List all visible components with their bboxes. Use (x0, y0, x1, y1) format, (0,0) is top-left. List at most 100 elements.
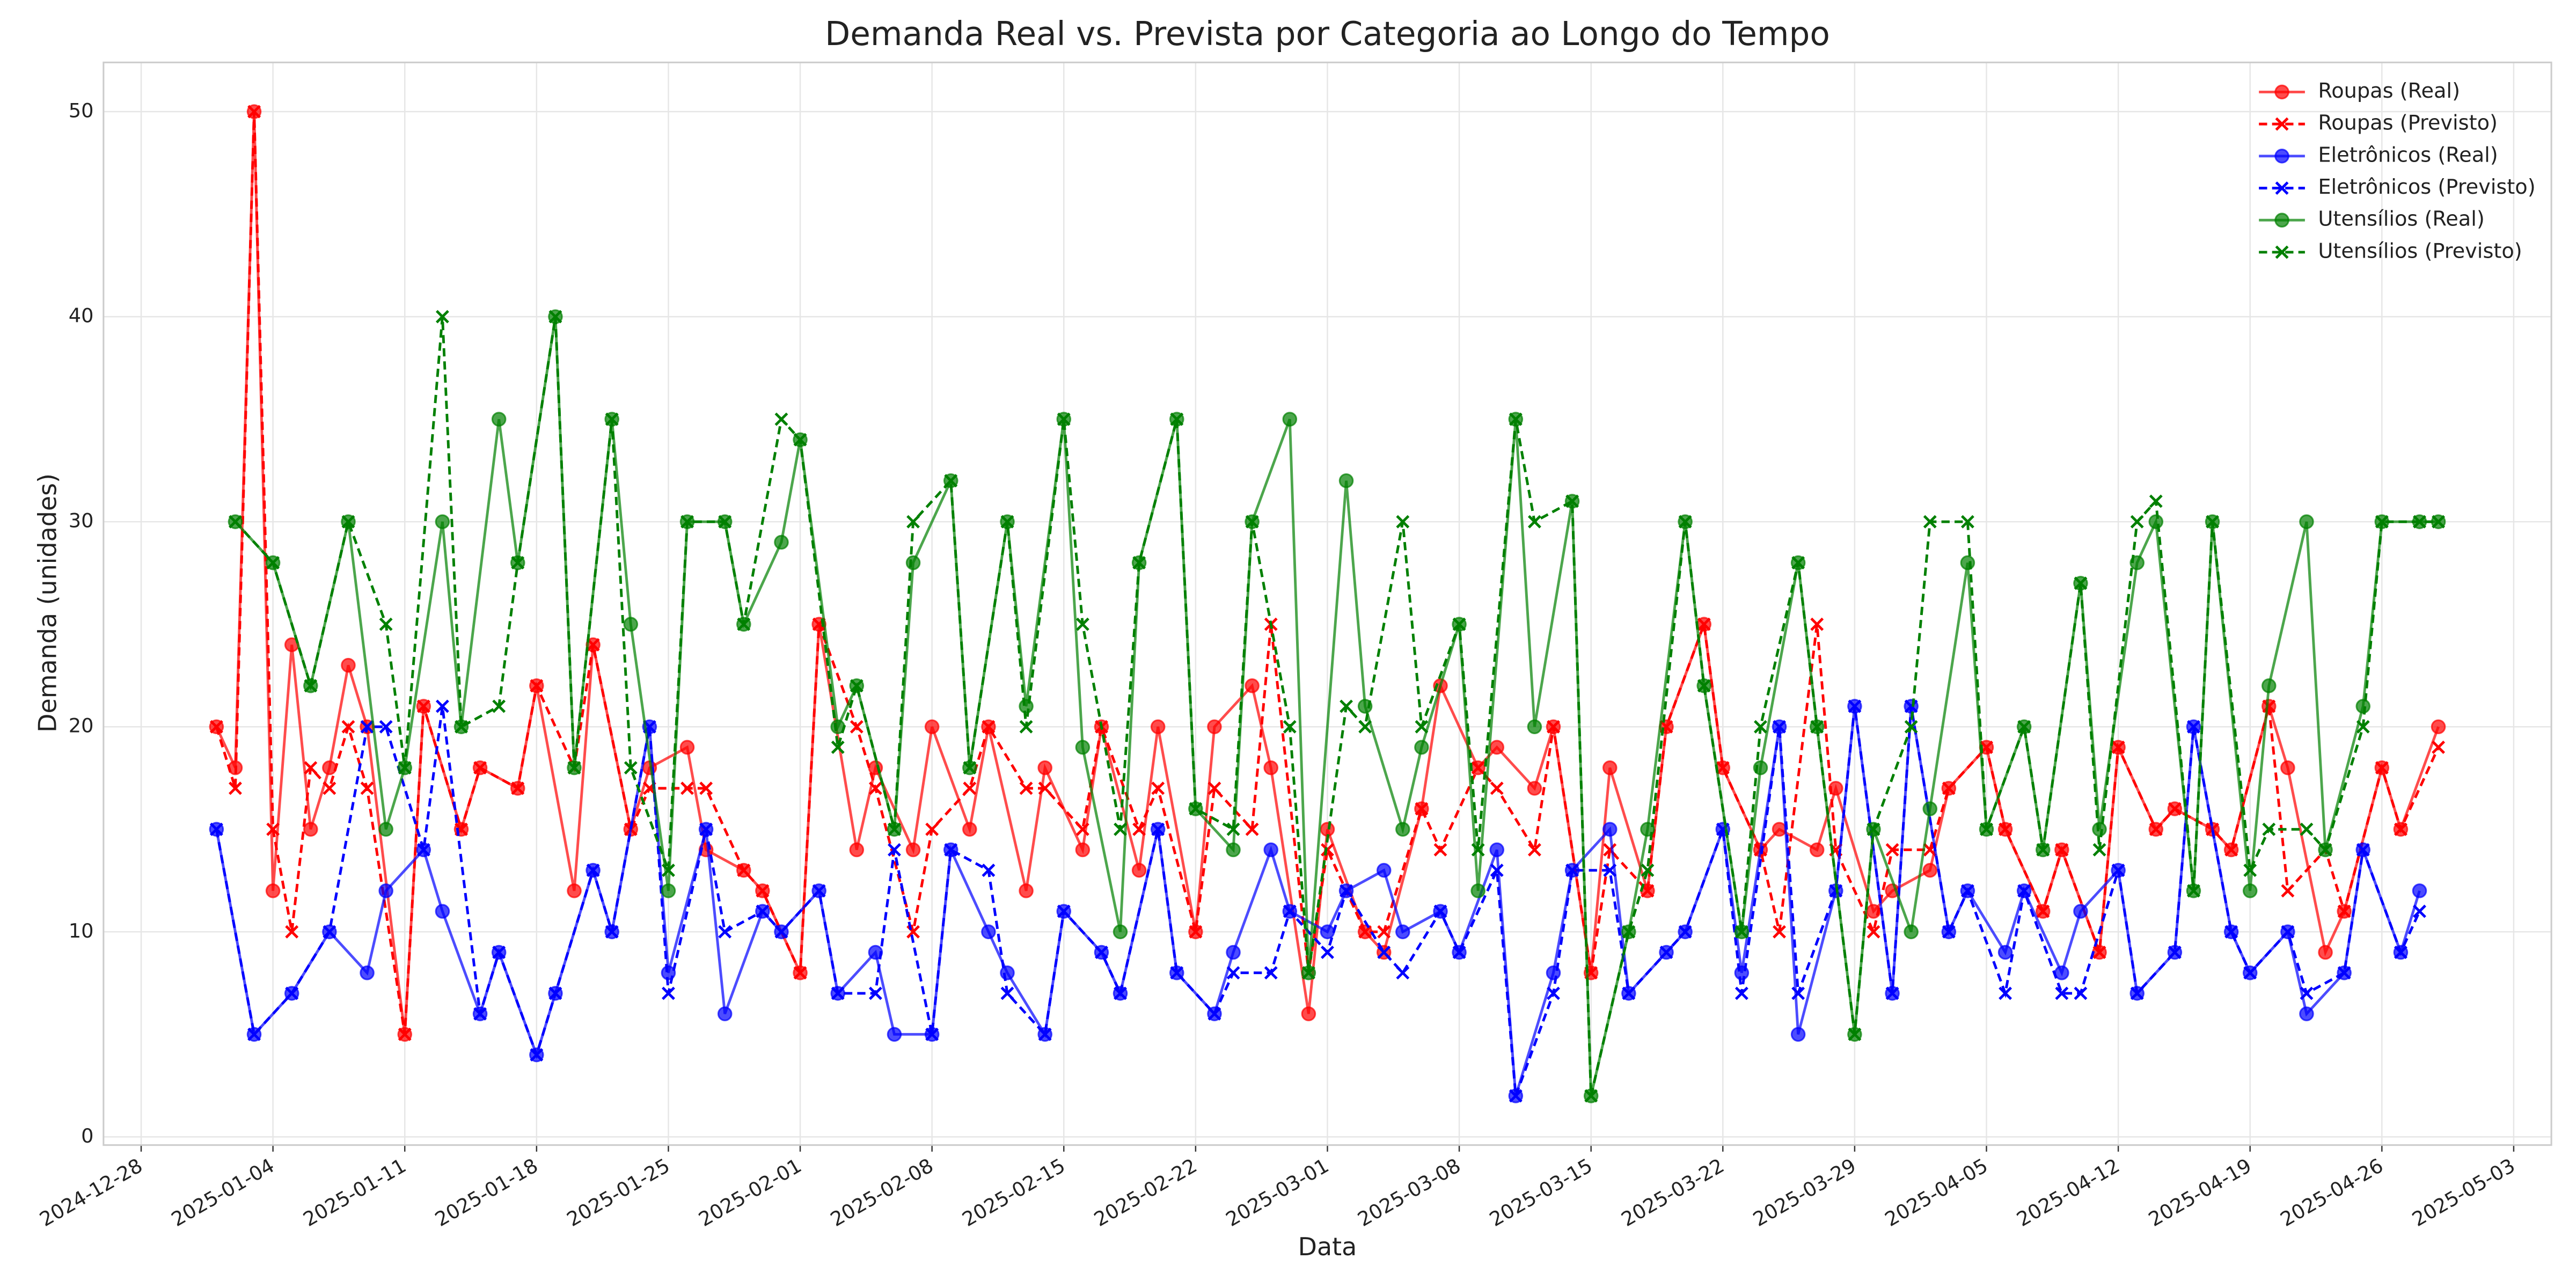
data-point (944, 474, 958, 488)
data-point (2073, 904, 2088, 919)
data-point (661, 883, 676, 898)
data-point (1132, 822, 1146, 836)
data-point (774, 535, 789, 550)
data-point (1452, 617, 1466, 631)
data-point (1810, 720, 1824, 734)
data-point (1527, 781, 1542, 796)
data-point (2300, 822, 2314, 836)
data-point (1527, 719, 1542, 735)
data-point (1340, 884, 1353, 898)
data-point (2242, 883, 2258, 898)
data-point (1754, 720, 1767, 734)
data-point (1471, 761, 1485, 775)
data-point (1773, 925, 1786, 939)
data-point (416, 699, 430, 713)
data-point (1037, 760, 1052, 775)
y-tick-label: 10 (69, 919, 94, 942)
data-point (774, 925, 788, 939)
data-point (2036, 904, 2050, 918)
data-point (888, 822, 901, 836)
data-point (2432, 741, 2446, 754)
data-point (511, 781, 525, 795)
data-point (2432, 515, 2446, 529)
data-point (1283, 904, 1297, 918)
legend: Roupas (Real) Roupas (Previsto) Eletrônico… (2259, 79, 2536, 263)
data-point (341, 515, 355, 529)
data-point (247, 105, 261, 119)
data-point (567, 883, 582, 898)
data-point (1452, 946, 1466, 959)
data-point (1772, 822, 1787, 837)
data-point (1301, 1006, 1316, 1021)
data-point (473, 761, 487, 775)
data-point (1904, 924, 1919, 940)
data-point (2186, 720, 2200, 734)
data-point (1226, 945, 1241, 960)
data-point (1716, 761, 1730, 775)
data-point (2318, 945, 2333, 960)
data-point (1075, 842, 1091, 858)
data-point (1415, 802, 1429, 816)
series-line (215, 706, 2421, 1096)
data-point (1358, 925, 1372, 939)
data-point (680, 515, 694, 529)
legend-label: Roupas (Previsto) (2318, 111, 2498, 135)
data-point (1509, 412, 1523, 426)
data-point (2149, 822, 2163, 836)
data-point (2356, 843, 2370, 857)
data-point (699, 822, 713, 836)
data-point (1075, 740, 1091, 755)
data-point (1377, 946, 1391, 959)
legend-marker (2274, 84, 2289, 100)
data-point (1094, 946, 1108, 959)
data-point (1773, 720, 1786, 734)
data-point (1885, 986, 1899, 1000)
data-point (303, 822, 318, 837)
data-point (2281, 884, 2295, 898)
data-point (1396, 966, 1410, 980)
data-point (1151, 822, 1165, 836)
data-point (2394, 946, 2407, 959)
data-point (793, 966, 807, 980)
data-point (1960, 515, 1974, 529)
data-point (2243, 966, 2257, 980)
data-point (1283, 720, 1297, 734)
data-point (887, 1027, 902, 1042)
legend-label: Utensílios (Previsto) (2318, 239, 2522, 263)
data-point (1622, 925, 1636, 939)
data-point (756, 904, 770, 918)
data-point (1226, 966, 1240, 980)
data-point (378, 883, 393, 898)
data-point (229, 515, 242, 529)
data-point (567, 761, 581, 775)
data-point (605, 412, 619, 426)
data-point (982, 863, 996, 877)
data-point (1678, 515, 1692, 529)
data-point (360, 720, 374, 734)
data-point (2149, 494, 2163, 508)
data-point (1338, 473, 1354, 488)
data-point (2431, 719, 2446, 735)
data-point (1678, 925, 1692, 939)
data-point (2375, 761, 2389, 775)
series-line (234, 316, 2439, 1096)
data-point (1565, 494, 1579, 508)
data-point (1922, 801, 1938, 816)
legend-marker (2275, 117, 2289, 131)
data-point (905, 555, 921, 570)
series-line (215, 111, 2440, 1035)
data-point (586, 863, 600, 877)
data-point (1189, 802, 1203, 816)
data-point (1997, 945, 2013, 960)
data-point (2130, 986, 2144, 1000)
data-point (1791, 986, 1805, 1000)
data-point (1942, 925, 1956, 939)
data-point (1132, 556, 1146, 570)
data-point (1867, 925, 1880, 939)
data-point (2111, 863, 2125, 877)
data-point (1791, 556, 1805, 570)
data-point (1075, 617, 1089, 631)
data-point (379, 617, 393, 631)
data-point (1790, 1027, 1806, 1042)
